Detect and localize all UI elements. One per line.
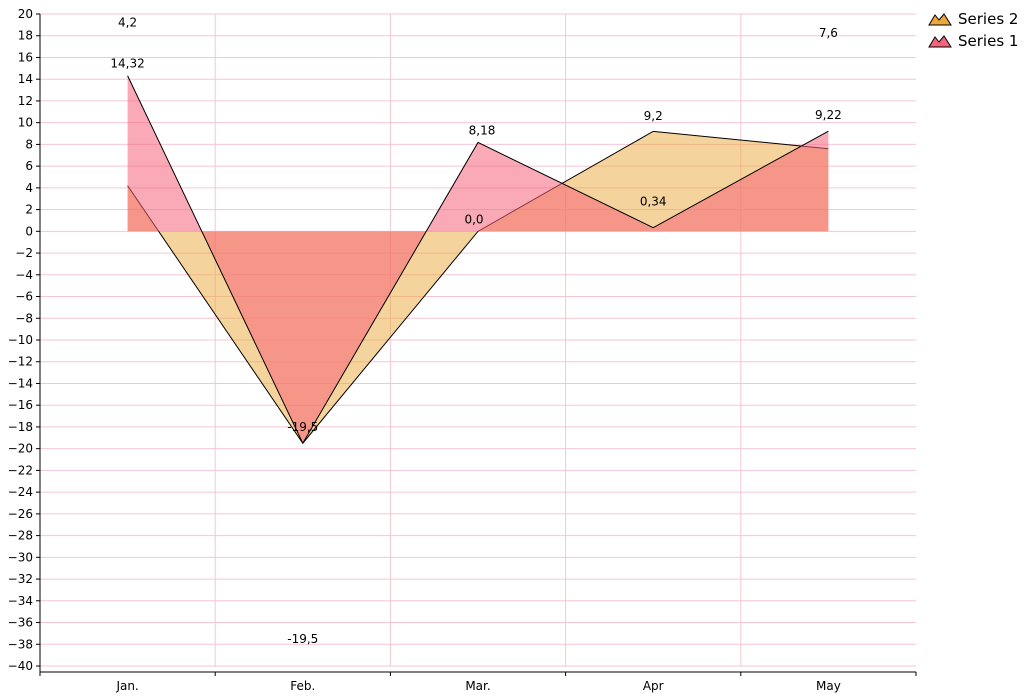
y-tick-label: 20	[18, 7, 33, 21]
y-tick-label: 4	[25, 181, 33, 195]
y-tick-label: 16	[18, 50, 33, 64]
tick-labels: −40−38−36−34−32−30−28−26−24−22−20−18−16−…	[8, 7, 841, 693]
mountain-icon	[928, 35, 952, 48]
y-tick-label: −24	[8, 485, 33, 499]
data-label: 9,22	[815, 108, 842, 122]
data-labels: 14,32 -19,5 8,18 0,34 9,22 4,2 -19,5 0,0 9,2 7,6	[110, 15, 841, 646]
data-label: 14,32	[110, 57, 144, 71]
legend-item-series-1[interactable]: Series 1	[928, 30, 1018, 52]
x-tick-label: May	[816, 679, 841, 693]
y-tick-label: 10	[18, 116, 33, 130]
legend: Series 2 Series 1	[928, 8, 1018, 52]
data-label: 0,34	[640, 195, 667, 209]
y-tick-label: −16	[8, 398, 33, 412]
x-tick-label: Mar.	[465, 679, 490, 693]
grid-lines	[40, 13, 916, 667]
data-label: 9,2	[644, 109, 663, 123]
series-area	[127, 75, 829, 444]
legend-label: Series 2	[958, 10, 1019, 28]
y-tick-label: −28	[8, 529, 33, 543]
y-tick-label: 12	[18, 94, 33, 108]
data-label: 8,18	[469, 123, 496, 137]
y-tick-label: −2	[15, 246, 33, 260]
data-label: 4,2	[118, 15, 137, 29]
mountain-icon	[928, 13, 952, 26]
y-tick-label: −18	[8, 420, 33, 434]
y-tick-label: −40	[8, 659, 33, 673]
x-tick-label: Apr	[643, 679, 664, 693]
y-tick-label: −30	[8, 550, 33, 564]
legend-label: Series 1	[958, 32, 1019, 50]
data-label: -19,5	[287, 632, 318, 646]
y-tick-label: −8	[15, 311, 33, 325]
y-tick-label: −26	[8, 507, 33, 521]
data-label: 7,6	[819, 26, 838, 40]
y-tick-label: −34	[8, 594, 33, 608]
series-areas	[127, 75, 829, 445]
y-tick-label: −14	[8, 376, 33, 390]
data-label: -19,5	[287, 420, 318, 434]
y-tick-label: −20	[8, 442, 33, 456]
axes	[36, 13, 917, 676]
y-tick-label: −6	[15, 290, 33, 304]
y-tick-label: −38	[8, 637, 33, 651]
y-tick-label: 18	[18, 29, 33, 43]
data-label: 0,0	[464, 212, 483, 226]
y-tick-label: −22	[8, 463, 33, 477]
y-tick-label: −4	[15, 268, 33, 282]
x-tick-label: Feb.	[290, 679, 315, 693]
y-tick-label: 0	[25, 224, 33, 238]
y-tick-label: 14	[18, 72, 33, 86]
y-tick-label: −12	[8, 355, 33, 369]
y-tick-label: 8	[25, 137, 33, 151]
y-tick-label: 2	[25, 203, 33, 217]
y-tick-label: −10	[8, 333, 33, 347]
x-tick-label: Jan.	[115, 679, 138, 693]
y-tick-label: 6	[25, 159, 33, 173]
y-tick-label: −32	[8, 572, 33, 586]
legend-item-series-2[interactable]: Series 2	[928, 8, 1018, 30]
series-line	[127, 75, 829, 445]
y-tick-label: −36	[8, 616, 33, 630]
